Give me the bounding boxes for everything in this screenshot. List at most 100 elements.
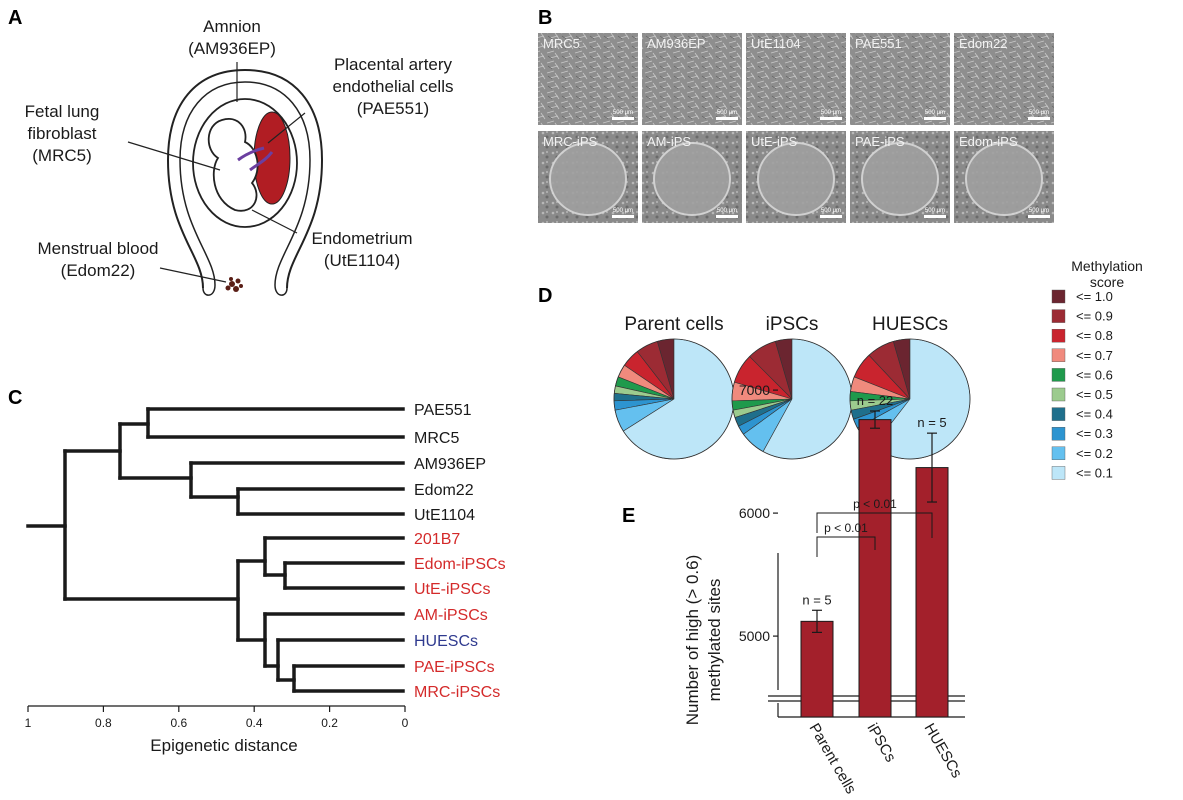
dendrogram-leaf-label: AM-iPSCs — [414, 607, 488, 624]
legend-swatch — [1051, 387, 1066, 402]
legend-label: <= 0.6 — [1076, 367, 1113, 382]
legend-label: <= 0.3 — [1076, 426, 1113, 441]
bar-ylabel-line1: Number of high (> 0.6) — [683, 555, 702, 726]
dendrogram-leaf-labels: PAE551 MRC5 AM936EP Edom22 UtE1104 201B7 Edom-… — [414, 402, 506, 701]
dendrogram-leaf-label: PAE551 — [414, 402, 472, 419]
scale-bar — [924, 215, 946, 218]
micrograph-label: UtE-iPS — [751, 134, 798, 149]
bar-n-label: n = 5 — [802, 592, 831, 607]
dendrogram-leaf-label: UtE1104 — [414, 507, 475, 524]
label-menstrual-code: (Edom22) — [61, 261, 136, 280]
scale-bar-label: 500 μm — [821, 208, 841, 214]
scale-bar-label: 500 μm — [1029, 110, 1049, 116]
label-fetal-code: (MRC5) — [32, 146, 92, 165]
pie-title: HUESCs — [872, 314, 948, 335]
dendrogram-leaf-label: MRC5 — [414, 430, 459, 447]
scale-bar-label: 500 μm — [613, 110, 633, 116]
micrograph-tile: Edom22 500 μm — [954, 33, 1054, 125]
legend-label: <= 0.7 — [1076, 348, 1113, 363]
scale-bar-label: 500 μm — [925, 110, 945, 116]
micrograph-label: UtE1104 — [751, 36, 801, 51]
dendrogram-xlabel: Epigenetic distance — [150, 736, 297, 755]
micrograph-tile: Edom-iPS 500 μm — [954, 131, 1054, 223]
dendrogram-axis: 1 0.8 0.6 0.4 0.2 0 Epigenetic distance — [25, 705, 409, 755]
dendrogram-leaf-label: UtE-iPSCs — [414, 581, 490, 598]
micrograph-tile: MRC-iPS 500 μm — [538, 131, 638, 223]
legend-swatch — [1051, 329, 1066, 343]
label-menstrual: Menstrual blood — [38, 239, 159, 258]
scale-bar-label: 500 μm — [717, 208, 737, 214]
dendrogram-leaf-label: 201B7 — [414, 531, 460, 548]
label-amnion: Amnion — [203, 17, 261, 36]
bar-ylabel-line2: methylated sites — [705, 579, 724, 702]
scale-bar-label: 500 μm — [1029, 208, 1049, 214]
dendrogram-leaf-label: HUESCs — [414, 633, 478, 650]
scale-bar-label: 500 μm — [717, 110, 737, 116]
legend-swatch — [1051, 309, 1066, 323]
bar — [915, 467, 949, 718]
bar-n-label: n = 5 — [917, 415, 946, 430]
panel-label-a: A — [8, 7, 22, 29]
dendrogram-leaf-label: AM936EP — [414, 456, 486, 473]
scale-bar — [1028, 117, 1050, 120]
bar-n-label: n = 22 — [857, 393, 894, 408]
dendrogram-tick-label: 1 — [25, 716, 32, 730]
label-placental: Placental artery — [334, 55, 453, 74]
micrograph-tile: AM-iPS 500 μm — [642, 131, 742, 223]
label-fetal: Fetal lung — [25, 102, 100, 121]
scale-bar — [612, 215, 634, 218]
micrograph-tile: MRC5 500 μm — [538, 33, 638, 125]
panel-label-b: B — [538, 7, 552, 29]
legend-label: <= 0.5 — [1076, 387, 1113, 402]
legend-swatch — [1051, 289, 1066, 304]
panel-label-e: E — [622, 505, 635, 527]
dendrogram-leaf-label: Edom22 — [414, 482, 474, 499]
legend-title-line2: score — [1090, 274, 1124, 290]
menstrual-blood-icon — [225, 277, 243, 292]
pie-title: Parent cells — [624, 314, 723, 335]
legend-swatch — [1051, 348, 1066, 362]
uterus-diagram — [127, 62, 324, 296]
dendrogram-tick-label: 0.6 — [170, 716, 187, 730]
legend-swatch — [1051, 407, 1066, 421]
methylation-legend: Methylation score <= 1.0 <= 0.9 <= 0.8 <= 0… — [1051, 258, 1143, 480]
label-placental-cells: endothelial cells — [333, 77, 454, 96]
legend-label: <= 0.1 — [1076, 465, 1113, 480]
micrograph-tile: UtE-iPS 500 μm — [746, 131, 846, 223]
scale-bar — [820, 215, 842, 218]
scale-bar — [716, 117, 738, 120]
legend-swatch — [1051, 446, 1066, 460]
dendrogram-leaf-label: Edom-iPSCs — [414, 556, 506, 573]
legend-label: <= 0.8 — [1076, 328, 1113, 343]
legend-label: <= 0.9 — [1076, 309, 1113, 324]
dendrogram-tick-label: 0.4 — [246, 716, 263, 730]
pie-chart: Parent cells — [613, 314, 735, 460]
pie-chart: iPSCs — [731, 314, 853, 460]
legend-swatch — [1051, 427, 1066, 441]
methylation-pies: Parent cells iPSCs HUESCs — [613, 314, 971, 460]
micrograph-label: PAE-iPS — [855, 134, 905, 149]
significance-bracket — [816, 512, 933, 538]
scale-bar — [820, 117, 842, 120]
legend-title-line1: Methylation — [1071, 258, 1143, 274]
scale-bar — [716, 215, 738, 218]
scale-bar — [612, 117, 634, 120]
placenta — [253, 111, 291, 205]
label-fetal-fibroblast: fibroblast — [28, 124, 97, 143]
legend-label: <= 0.4 — [1076, 407, 1113, 422]
dendrogram-tick-label: 0.2 — [321, 716, 338, 730]
bar — [800, 620, 834, 718]
scale-bar — [1028, 215, 1050, 218]
micrograph-tile: UtE1104 500 μm — [746, 33, 846, 125]
bar-ytick-label: 5000 — [739, 628, 770, 644]
dendrogram-leaf-label: PAE-iPSCs — [414, 659, 495, 676]
scale-bar-label: 500 μm — [821, 110, 841, 116]
micrograph-tile: PAE-iPS 500 μm — [850, 131, 950, 223]
bar-category-label: Parent cells — [806, 721, 860, 797]
dendrogram-leaf-label: MRC-iPSCs — [414, 684, 500, 701]
micrograph-tile: AM936EP 500 μm — [642, 33, 742, 125]
